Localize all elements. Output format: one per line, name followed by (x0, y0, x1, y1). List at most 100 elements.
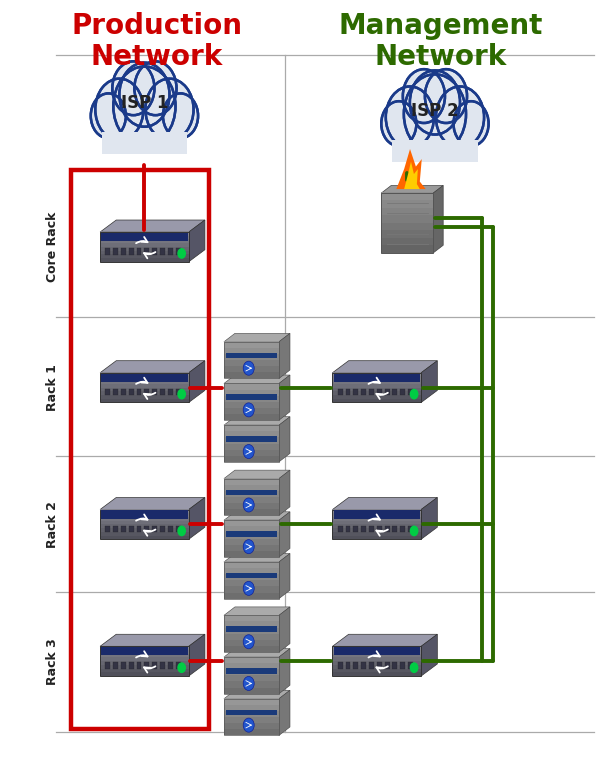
Polygon shape (224, 375, 290, 384)
Bar (101, 647, 188, 655)
Bar (369, 525, 374, 532)
Circle shape (411, 526, 417, 536)
Circle shape (411, 71, 459, 134)
Bar (160, 525, 165, 532)
Bar (332, 520, 421, 525)
Bar (226, 436, 277, 442)
Bar (113, 662, 118, 669)
Polygon shape (404, 161, 420, 189)
Bar (392, 139, 478, 162)
Bar (102, 132, 187, 154)
Bar (332, 376, 421, 381)
Polygon shape (433, 186, 443, 253)
Bar (332, 510, 421, 539)
Circle shape (425, 70, 466, 122)
Bar (224, 442, 279, 449)
Circle shape (146, 80, 193, 139)
Circle shape (145, 78, 194, 140)
Circle shape (243, 581, 254, 595)
Bar (361, 389, 366, 395)
Bar (224, 366, 279, 373)
Bar (332, 398, 421, 402)
Bar (224, 627, 279, 633)
Bar (381, 207, 433, 215)
Bar (100, 239, 189, 244)
Bar (176, 389, 180, 395)
Polygon shape (332, 634, 437, 646)
Bar (100, 649, 189, 654)
Bar (224, 698, 279, 705)
Bar (224, 723, 279, 729)
Bar (224, 342, 279, 378)
Bar (100, 512, 189, 517)
Circle shape (404, 74, 466, 153)
Bar (100, 231, 189, 236)
Bar (105, 248, 110, 254)
Bar (332, 668, 421, 673)
Bar (226, 573, 277, 579)
Circle shape (243, 718, 254, 732)
Bar (145, 662, 150, 669)
Bar (346, 662, 351, 669)
Polygon shape (224, 648, 290, 657)
Bar (121, 389, 126, 395)
Bar (105, 662, 110, 669)
Polygon shape (332, 361, 437, 373)
Text: ISP 1: ISP 1 (121, 94, 168, 112)
Polygon shape (189, 361, 205, 402)
Bar (226, 395, 277, 400)
Bar (224, 639, 279, 646)
Bar (224, 347, 279, 354)
Bar (381, 237, 433, 245)
Bar (400, 525, 405, 532)
Bar (224, 662, 279, 669)
Bar (333, 647, 420, 655)
Polygon shape (100, 497, 205, 510)
Bar (121, 248, 126, 254)
Bar (224, 586, 279, 593)
Bar (332, 391, 421, 395)
Bar (224, 502, 279, 509)
Text: Management
Network: Management Network (339, 13, 543, 70)
Polygon shape (224, 470, 290, 478)
Bar (100, 254, 189, 258)
Polygon shape (100, 361, 205, 373)
Bar (381, 222, 433, 230)
Bar (332, 664, 421, 669)
Bar (100, 653, 189, 658)
Bar (100, 380, 189, 384)
Bar (332, 653, 421, 658)
Circle shape (243, 402, 254, 417)
Circle shape (386, 86, 434, 148)
Text: Rack 2: Rack 2 (46, 501, 59, 548)
Circle shape (243, 445, 254, 459)
Circle shape (164, 94, 197, 138)
Bar (226, 709, 277, 715)
Polygon shape (189, 634, 205, 676)
Bar (332, 373, 421, 402)
Polygon shape (189, 497, 205, 539)
Bar (224, 656, 279, 663)
Bar (160, 389, 165, 395)
Bar (381, 244, 433, 253)
Polygon shape (224, 417, 290, 425)
Bar (145, 248, 150, 254)
Bar (224, 395, 279, 402)
Circle shape (134, 61, 177, 115)
Bar (100, 372, 189, 377)
Bar (100, 391, 189, 395)
Bar (102, 113, 187, 142)
Bar (224, 562, 279, 599)
Bar (100, 524, 189, 528)
Bar (226, 353, 277, 359)
Bar (332, 380, 421, 384)
Text: Rack 3: Rack 3 (46, 638, 59, 684)
Bar (361, 525, 366, 532)
Bar (152, 525, 157, 532)
Text: ISP 2: ISP 2 (411, 102, 459, 120)
Bar (101, 373, 188, 382)
Bar (224, 687, 279, 694)
Bar (100, 246, 189, 251)
Bar (100, 646, 189, 676)
Circle shape (113, 67, 175, 146)
